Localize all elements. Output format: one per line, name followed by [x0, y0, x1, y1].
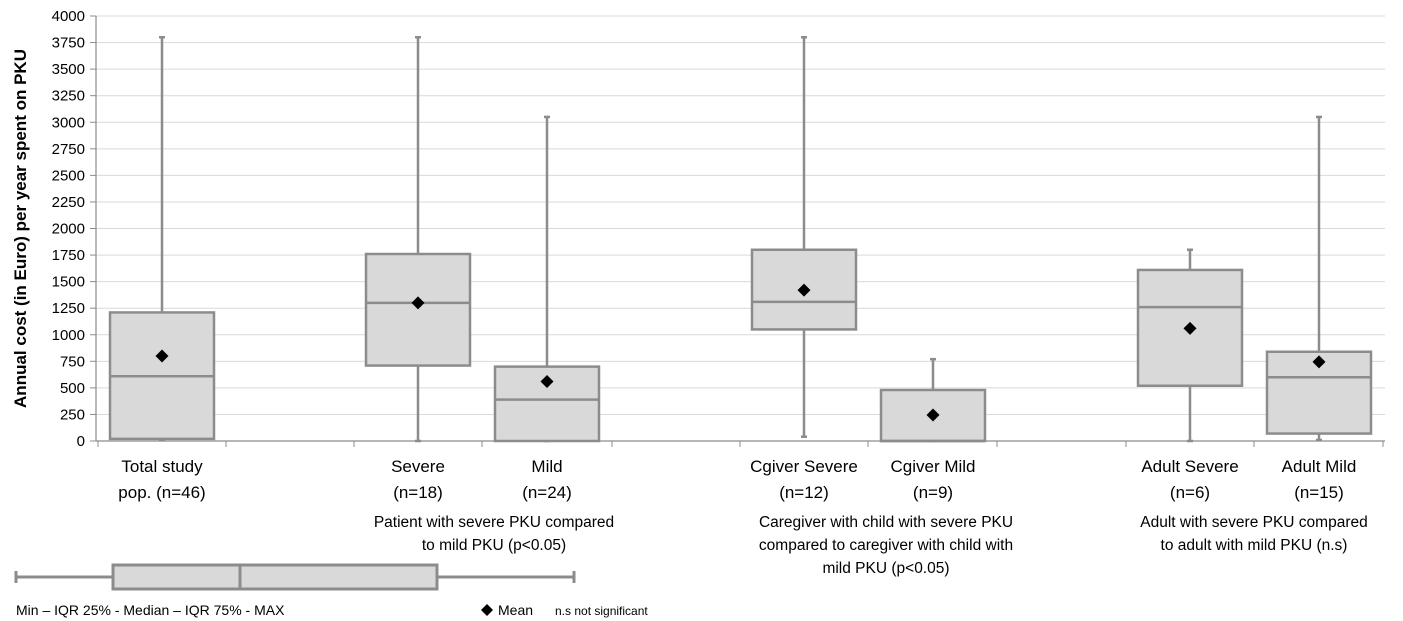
category-label: (n=24): [522, 483, 572, 502]
y-tick-label: 250: [60, 406, 85, 423]
comparison-note-line: Adult with severe PKU compared: [1140, 514, 1367, 531]
box-group: [750, 36, 858, 438]
box-group: [1136, 248, 1244, 443]
category-label: (n=15): [1294, 483, 1344, 502]
y-tick-label: 3000: [52, 114, 85, 131]
comparison-note-line: to mild PKU (p<0.05): [422, 537, 566, 554]
y-tick-label: 4000: [52, 8, 85, 25]
legend-iqr-box: [111, 563, 439, 591]
legend-ns-note: n.s not significant: [555, 604, 648, 618]
x-category-separators: [97, 441, 1384, 447]
comparison-note-line: Patient with severe PKU compared: [374, 514, 614, 531]
mean-marker: [540, 375, 554, 388]
box-group: [879, 357, 987, 443]
mean-marker: [155, 349, 169, 363]
mean-marker: [1183, 321, 1197, 335]
comparison-note-line: Caregiver with child with severe PKU: [759, 514, 1013, 531]
category-label: (n=12): [779, 483, 829, 502]
y-tick-label: 1250: [52, 300, 85, 317]
category-label: Mild: [531, 457, 562, 476]
y-tick-label: 2750: [52, 141, 85, 158]
y-tick-label: 2000: [52, 221, 85, 238]
box-group: [364, 36, 472, 443]
category-label: Total study: [121, 457, 203, 476]
mean-marker: [411, 296, 425, 310]
y-tick-label: 3750: [52, 35, 85, 52]
comparison-notes: Patient with severe PKU compared to mild …: [374, 514, 1368, 577]
mean-marker: [1312, 355, 1326, 369]
box-series: [108, 36, 1373, 443]
category-label: Adult Severe: [1141, 457, 1238, 476]
comparison-note-line: mild PKU (p<0.05): [822, 560, 949, 577]
comparison-note-line: to adult with mild PKU (n.s): [1161, 537, 1348, 554]
legend-mean-diamond-icon: [481, 604, 493, 616]
box-group: [108, 36, 216, 442]
category-label: Severe: [391, 457, 445, 476]
category-label: Adult Mild: [1282, 457, 1357, 476]
gridlines: [96, 15, 1385, 442]
legend: Min – IQR 25% - Median – IQR 75% - MAX M…: [14, 563, 648, 618]
category-label: (n=18): [393, 483, 443, 502]
category-label: Cgiver Severe: [750, 457, 858, 476]
y-tick-label: 750: [60, 353, 85, 370]
mean-marker: [926, 408, 940, 422]
y-tick-label: 500: [60, 380, 85, 397]
y-tick-label: 2500: [52, 167, 85, 184]
iqr-box: [364, 252, 472, 367]
mean-marker: [797, 283, 811, 297]
comparison-note-line: compared to caregiver with child with: [759, 537, 1013, 554]
y-tick-label: 1000: [52, 327, 85, 344]
legend-mean-label: Mean: [498, 602, 533, 618]
y-tick-label: 0: [77, 433, 85, 450]
category-label: Cgiver Mild: [890, 457, 975, 476]
box-group: [493, 115, 601, 443]
y-axis-ticks: 0 250 500 750 1000 1250 1500 1750 2000 2250 2500 27…: [52, 8, 96, 450]
category-label: pop. (n=46): [118, 483, 205, 502]
legend-box-sample: [14, 563, 576, 591]
category-label: (n=9): [913, 483, 953, 502]
category-labels: Total study pop. (n=46) Severe (n=18) Mild (n…: [118, 457, 1356, 502]
y-tick-label: 1500: [52, 274, 85, 291]
category-label: (n=6): [1170, 483, 1210, 502]
y-axis-label: Annual cost (in Euro) per year spent on …: [11, 49, 30, 408]
legend-box-caption: Min – IQR 25% - Median – IQR 75% - MAX: [16, 602, 285, 618]
y-tick-label: 3250: [52, 88, 85, 105]
box-group: [1265, 115, 1373, 442]
y-tick-label: 1750: [52, 247, 85, 264]
y-tick-label: 3500: [52, 61, 85, 78]
y-tick-label: 2250: [52, 194, 85, 211]
